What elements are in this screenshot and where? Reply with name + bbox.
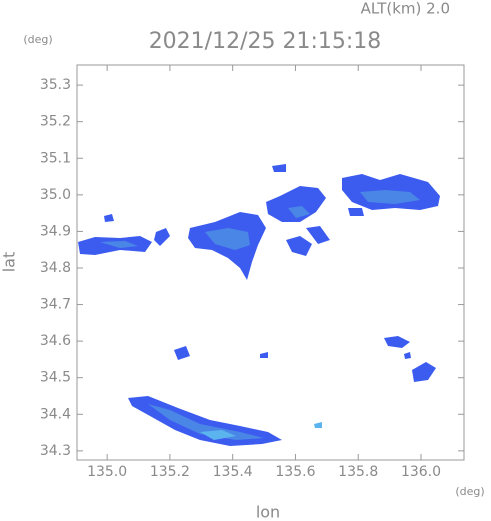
- echo: [306, 226, 330, 244]
- echo: [272, 164, 286, 172]
- echo: [404, 352, 411, 359]
- y-tick-label: 35.2: [40, 114, 71, 130]
- x-tick-label: 135.6: [275, 464, 315, 480]
- echo: [348, 208, 364, 216]
- axes: 34.3 34.4 34.5 34.6 34.7 34.8 34.9 35.0 35.1 35.2…: [40, 65, 464, 480]
- x-unit: (deg): [455, 485, 484, 498]
- y-tick-label: 35.1: [40, 150, 71, 166]
- y-tick-label: 34.8: [40, 260, 71, 276]
- plot-frame: [76, 64, 465, 461]
- y-tick-label: 34.4: [40, 406, 71, 422]
- altitude: ALT(km) 2.0: [361, 0, 450, 18]
- timestamp: 2021/12/25 21:15:18: [149, 29, 382, 54]
- echo: [288, 206, 310, 218]
- echoes: [78, 164, 440, 446]
- x-tick-label: 135.8: [338, 464, 378, 480]
- y-label: lat: [0, 252, 19, 273]
- x-tick-label: 135.0: [87, 464, 127, 480]
- echo: [266, 186, 326, 222]
- echo: [360, 190, 420, 204]
- echo: [100, 241, 138, 248]
- echo: [148, 404, 264, 440]
- echo: [384, 336, 410, 348]
- echo: [286, 236, 312, 256]
- y-tick-label: 34.5: [40, 370, 71, 386]
- echo: [205, 228, 250, 250]
- echo: [200, 430, 236, 440]
- echo: [128, 396, 282, 446]
- y-tick-label: 34.6: [40, 333, 71, 349]
- y-tick-label: 34.7: [40, 297, 71, 313]
- echo: [174, 346, 190, 360]
- y-tick-label: 35.3: [40, 77, 71, 93]
- echo: [314, 422, 322, 428]
- echo: [412, 362, 436, 382]
- y-tick-label: 34.9: [40, 223, 71, 239]
- x-label: lon: [256, 503, 280, 521]
- y-tick-label: 35.0: [40, 187, 71, 203]
- x-tick-label: 136.0: [401, 464, 441, 480]
- echo: [260, 352, 268, 358]
- echo: [104, 214, 114, 222]
- echo: [154, 228, 170, 246]
- y-tick-label: 34.3: [40, 443, 71, 459]
- y-unit: (deg): [23, 33, 52, 46]
- x-tick-label: 135.4: [213, 464, 253, 480]
- x-tick-label: 135.2: [150, 464, 190, 480]
